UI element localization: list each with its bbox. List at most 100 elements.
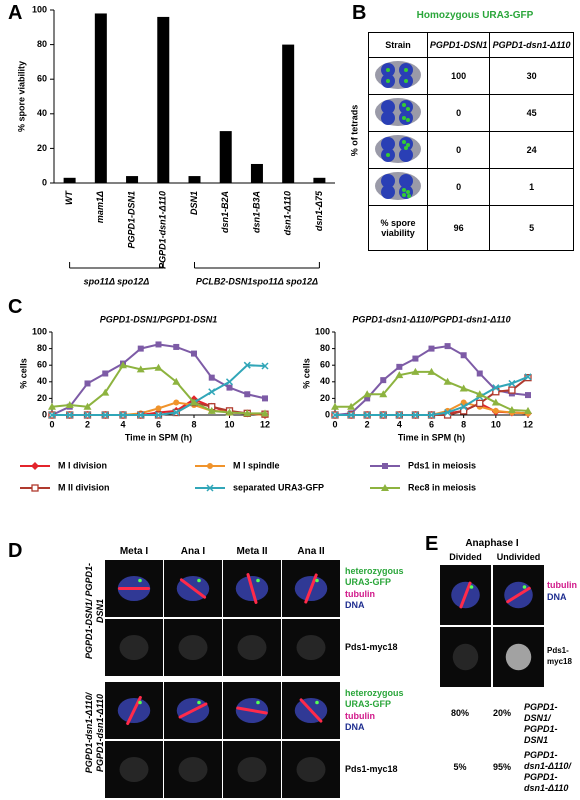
x-tick-label: 6 bbox=[156, 419, 161, 429]
point bbox=[411, 411, 419, 419]
point bbox=[524, 406, 532, 414]
table-cell: 30 bbox=[489, 57, 574, 95]
column-header: Meta I bbox=[119, 546, 149, 557]
legend-label: M I spindle bbox=[233, 460, 280, 470]
point bbox=[207, 463, 213, 469]
genotype-label: PGPD1-dsn1-Δ110/ PGPD1-dsn1-Δ110 bbox=[524, 750, 571, 793]
panel-title: Anaphase I bbox=[465, 538, 519, 549]
point bbox=[119, 361, 127, 369]
point bbox=[119, 411, 127, 419]
point bbox=[363, 411, 371, 419]
point bbox=[395, 371, 404, 379]
point bbox=[137, 345, 144, 352]
tubulin-signal bbox=[304, 573, 318, 604]
table-cell: 0 bbox=[426, 94, 491, 132]
x-tick-label: 2 bbox=[365, 419, 370, 429]
point bbox=[244, 391, 251, 398]
point bbox=[155, 341, 162, 348]
pds1-signal bbox=[119, 634, 149, 661]
column-header: Ana II bbox=[297, 546, 325, 557]
bar bbox=[126, 176, 139, 183]
bar bbox=[63, 177, 76, 183]
y-tick-label: 80 bbox=[37, 39, 47, 49]
header-cell: Strain bbox=[368, 32, 428, 58]
point bbox=[444, 343, 451, 350]
bar bbox=[282, 44, 295, 183]
point bbox=[395, 411, 403, 419]
point bbox=[226, 384, 233, 391]
y-tick-label: 100 bbox=[32, 326, 47, 336]
point bbox=[83, 402, 92, 410]
tubulin-signal bbox=[178, 702, 208, 719]
point bbox=[508, 386, 516, 394]
legend-label: M II division bbox=[58, 482, 110, 492]
bar bbox=[188, 176, 201, 183]
point bbox=[172, 408, 180, 417]
column-header: Ana I bbox=[180, 546, 206, 557]
gfp-signal bbox=[197, 578, 201, 583]
column-header: Undivided bbox=[496, 552, 541, 562]
gfp-signal bbox=[256, 700, 260, 705]
point bbox=[155, 405, 162, 412]
panel-letter: C bbox=[8, 296, 23, 318]
pds1-signal bbox=[237, 756, 267, 783]
tetrad-icon bbox=[368, 131, 428, 169]
tetrad-icon bbox=[368, 94, 428, 132]
point bbox=[475, 390, 484, 398]
point bbox=[411, 367, 420, 375]
panel-letter: E bbox=[425, 533, 439, 555]
x-tick-label: 2 bbox=[85, 419, 90, 429]
point bbox=[261, 362, 269, 370]
y-tick-label: 60 bbox=[320, 360, 330, 370]
point bbox=[396, 363, 403, 370]
stain-label: Pds1-myc18 bbox=[345, 764, 398, 774]
point bbox=[243, 361, 251, 369]
bar bbox=[313, 177, 326, 183]
stain-label: DNA bbox=[547, 592, 567, 602]
x-tick-label: mam1Δ bbox=[95, 191, 105, 223]
y-axis-label: % cells bbox=[301, 358, 311, 389]
legend-label: Rec8 in meiosis bbox=[408, 482, 476, 492]
y-tick-label: 20 bbox=[320, 393, 330, 403]
bar bbox=[219, 131, 232, 183]
panel-letter: B bbox=[352, 2, 367, 24]
x-tick-label: dsn1-Δ110 bbox=[283, 191, 293, 235]
column-header: Divided bbox=[449, 552, 482, 562]
x-tick-label: 10 bbox=[491, 419, 501, 429]
y-tick-label: 100 bbox=[315, 326, 330, 336]
point bbox=[524, 373, 532, 381]
x-axis-label: Time in SPM (h) bbox=[398, 432, 465, 442]
x-tick-label: 4 bbox=[397, 419, 402, 429]
point bbox=[476, 399, 484, 408]
point bbox=[31, 462, 39, 470]
point bbox=[31, 484, 39, 492]
gfp-signal bbox=[469, 585, 474, 589]
pds1-signal bbox=[505, 643, 532, 671]
tubulin-signal bbox=[506, 586, 531, 604]
percent: 20% bbox=[492, 708, 511, 718]
point bbox=[347, 402, 356, 410]
point bbox=[262, 395, 268, 402]
x-tick-label: dsn1-Δ75 bbox=[314, 190, 324, 231]
tubulin-signal bbox=[236, 706, 268, 715]
point bbox=[206, 484, 214, 492]
gfp-signal bbox=[522, 585, 527, 589]
x-tick-label: 6 bbox=[429, 419, 434, 429]
gfp-signal bbox=[256, 578, 260, 583]
genotype-label: PGPD1-dsn1-Δ110/ PGPD1-dsn1-Δ110 bbox=[84, 692, 105, 774]
stain-label: tubulin bbox=[345, 711, 375, 721]
stain-label: tubulin bbox=[547, 580, 577, 590]
gfp-signal bbox=[138, 578, 142, 583]
stain-label: DNA bbox=[345, 600, 365, 610]
point bbox=[48, 411, 56, 419]
x-tick-label: WT bbox=[64, 190, 74, 205]
point bbox=[347, 411, 355, 419]
side-label: % of tetrads bbox=[349, 104, 360, 157]
y-tick-label: 80 bbox=[320, 343, 330, 353]
point bbox=[84, 380, 91, 387]
gfp-signal bbox=[315, 700, 319, 705]
chart-title: PGPD1-dsn1-Δ110/PGPD1-dsn1-Δ110 bbox=[352, 314, 510, 324]
x-tick-label: 12 bbox=[523, 419, 533, 429]
